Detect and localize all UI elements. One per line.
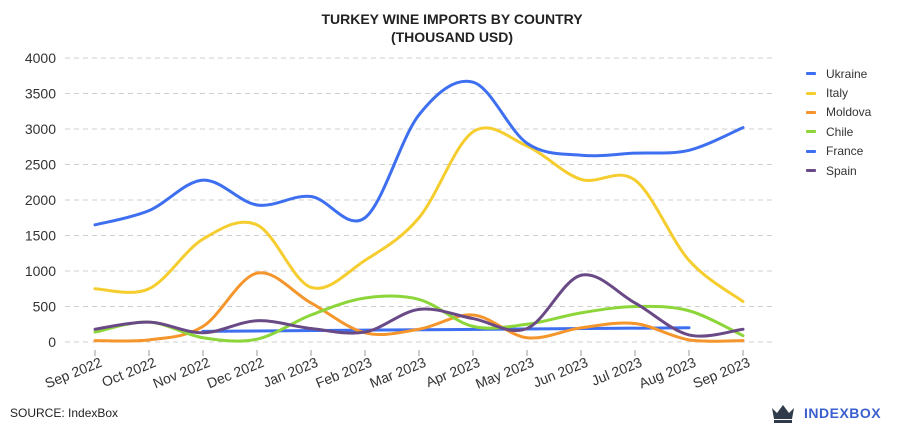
x-tick-label: Oct 2022 — [99, 354, 158, 390]
x-tick-label: Aug 2023 — [637, 354, 699, 391]
x-tick-label: Dec 2022 — [205, 354, 267, 391]
series-line-moldova — [93, 271, 745, 343]
y-tick-label: 4000 — [25, 50, 56, 66]
crown-icon — [772, 405, 794, 423]
y-tick-label: 1000 — [25, 263, 56, 279]
legend-item-france: France — [806, 142, 871, 161]
chart-title: TURKEY WINE IMPORTS BY COUNTRY (THOUSAND… — [0, 10, 904, 46]
x-tick-label: Sep 2022 — [43, 354, 105, 391]
series-line-ukraine — [201, 326, 691, 333]
series-line-chile — [93, 294, 745, 343]
series-lines — [93, 79, 745, 343]
x-tick-label: May 2023 — [473, 354, 536, 392]
source-note: SOURCE: IndexBox — [10, 406, 119, 420]
legend-swatch — [806, 149, 816, 153]
x-tick-label: Jun 2023 — [531, 354, 591, 390]
x-tick-label: Mar 2023 — [367, 354, 428, 391]
legend-label: Chile — [826, 124, 854, 139]
legend-label: Ukraine — [826, 66, 868, 81]
y-tick-label: 3500 — [25, 86, 56, 102]
legend-label: Moldova — [826, 105, 872, 120]
x-tick-label: Sep 2023 — [691, 354, 753, 391]
y-tick-label: 2500 — [25, 157, 56, 173]
series-line-italy — [93, 126, 745, 304]
series-line-spain — [93, 273, 745, 338]
legend-label: Spain — [826, 163, 857, 178]
chart-title-line-2: (THOUSAND USD) — [390, 29, 514, 45]
y-tick-label: 1500 — [25, 228, 56, 244]
x-tick-label: Nov 2022 — [151, 354, 213, 391]
chart-title-line-1: TURKEY WINE IMPORTS BY COUNTRY — [321, 11, 583, 27]
y-tick-label: 2000 — [25, 192, 56, 208]
y-tick-label: 3000 — [25, 121, 56, 137]
legend-item-spain: Spain — [806, 161, 871, 180]
x-tick-label: Feb 2023 — [313, 354, 374, 391]
legend-swatch — [806, 130, 816, 134]
y-tick-label: 0 — [48, 334, 56, 350]
series-line-france — [93, 79, 745, 227]
y-tick-label: 500 — [33, 299, 57, 315]
legend-swatch — [806, 110, 816, 114]
legend-label: Italy — [826, 86, 849, 101]
x-tick-label: Apr 2023 — [423, 354, 482, 390]
legend-item-ukraine: Ukraine — [806, 64, 871, 83]
brand-name: INDEXBOX — [804, 405, 882, 421]
legend: Ukraine Italy Moldova Chile France Spain — [806, 64, 871, 180]
y-axis: 0 500 1000 1500 2000 2500 3000 3500 4000 — [25, 50, 56, 350]
x-tick-label: Jul 2023 — [589, 354, 644, 389]
legend-swatch — [806, 72, 816, 76]
legend-item-italy: Italy — [806, 83, 871, 102]
legend-item-chile: Chile — [806, 122, 871, 141]
legend-label: France — [826, 144, 864, 159]
legend-swatch — [806, 169, 816, 173]
legend-swatch — [806, 91, 816, 95]
legend-item-moldova: Moldova — [806, 103, 871, 122]
x-tick-label: Jan 2023 — [261, 354, 321, 390]
grid-lines — [65, 57, 775, 343]
brand-logo: INDEXBOX — [770, 402, 881, 424]
